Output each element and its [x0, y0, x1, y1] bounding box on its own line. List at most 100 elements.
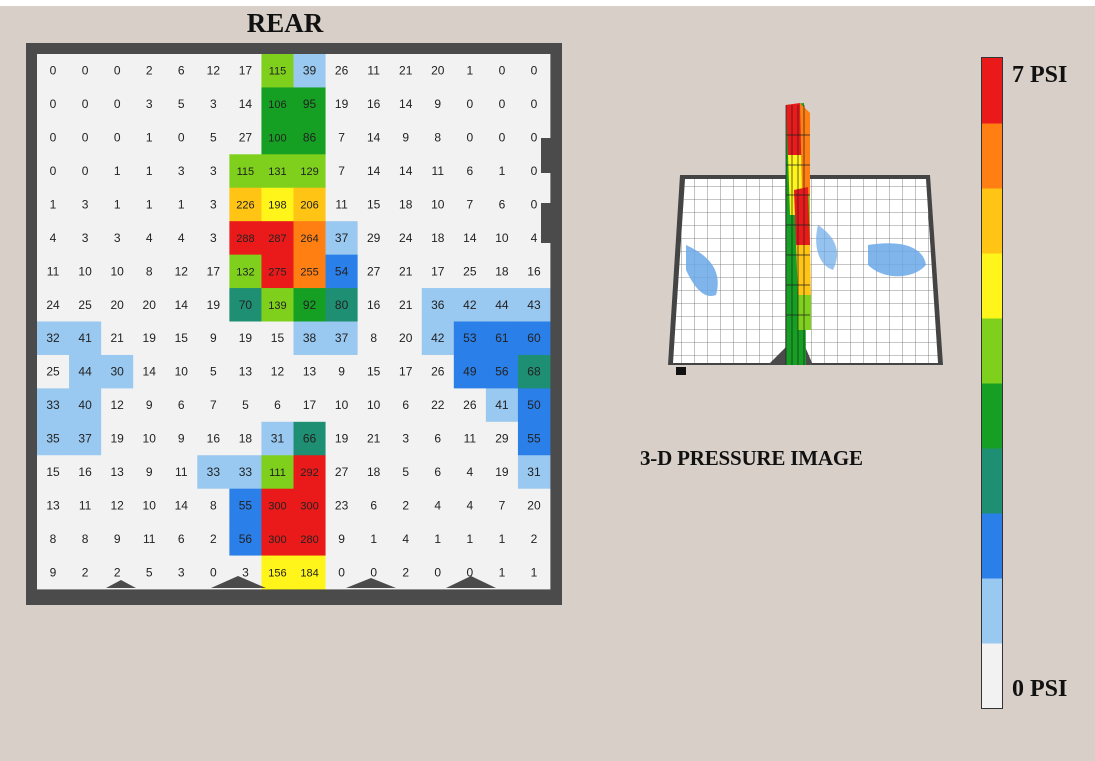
heatmap-cell	[421, 321, 455, 356]
heatmap-cell-value: 129	[300, 166, 318, 178]
heatmap-cell-value: 37	[335, 331, 349, 345]
heatmap-cell	[453, 254, 487, 289]
heatmap-cell	[485, 288, 519, 322]
heatmap-cell-value: 20	[431, 64, 445, 78]
heatmap-cell-value: 5	[146, 565, 153, 579]
heatmap-cell-value: 9	[114, 532, 121, 546]
heatmap-cell-value: 0	[466, 565, 473, 579]
heatmap-cell-value: 6	[466, 164, 473, 178]
heatmap-cell-value: 115	[237, 166, 255, 178]
heatmap-cell-value: 19	[495, 465, 509, 479]
heatmap-cell	[293, 455, 326, 490]
heatmap-cell-value: 12	[175, 264, 189, 278]
heatmap-cell-value: 9	[146, 465, 153, 479]
heatmap-cell-value: 1	[466, 532, 473, 546]
heatmap-cell-value: 7	[499, 498, 506, 512]
heatmap-cell-value: 4	[50, 231, 57, 245]
heatmap-cell	[421, 154, 455, 189]
heatmap-cell-value: 9	[402, 131, 409, 145]
heatmap-cell	[325, 455, 359, 490]
heatmap-cell	[453, 421, 487, 456]
heatmap-cell	[69, 120, 102, 155]
heatmap-cell	[453, 455, 487, 490]
heatmap-cell	[69, 421, 102, 456]
heatmap-cell-value: 1	[146, 164, 153, 178]
heatmap-cell-value: 14	[175, 498, 189, 512]
heatmap-cell-value: 0	[50, 64, 57, 78]
heatmap-cell	[69, 354, 102, 389]
heatmap-cell-value: 0	[210, 565, 217, 579]
heatmap-cell-value: 11	[432, 164, 445, 178]
heatmap-cell	[101, 154, 134, 189]
heatmap-cell	[69, 388, 102, 423]
heatmap-cell-value: 300	[268, 534, 286, 546]
heatmap-cell	[101, 421, 134, 456]
heatmap-cell-value: 56	[239, 532, 253, 546]
heatmap-cell	[453, 120, 487, 155]
heatmap-cell-value: 15	[271, 331, 285, 345]
heatmap-cell	[69, 154, 102, 189]
heatmap-cell-value: 24	[46, 298, 60, 312]
heatmap-cell	[133, 54, 166, 88]
sensor-connector	[106, 580, 136, 588]
heatmap-cell-value: 21	[367, 432, 381, 446]
heatmap-cell-value: 61	[495, 331, 509, 345]
heatmap-cell	[325, 87, 359, 122]
heatmap-cell	[453, 154, 487, 189]
heatmap-cell	[101, 388, 134, 423]
heatmap-cell	[293, 388, 326, 423]
heatmap-cell	[453, 354, 487, 389]
heatmap-cell	[389, 522, 423, 556]
heatmap-cell-value: 206	[300, 199, 318, 211]
heatmap-cell	[421, 54, 455, 88]
heatmap-cell-value: 14	[239, 97, 253, 111]
heatmap-cell	[325, 254, 359, 289]
heatmap-cell-value: 40	[78, 398, 92, 412]
heatmap-cell-value: 2	[531, 532, 538, 546]
heatmap-cell	[101, 254, 134, 289]
heatmap-cell	[261, 455, 294, 490]
heatmap-cell	[357, 421, 391, 456]
heatmap-cell-value: 18	[367, 465, 381, 479]
heatmap-cell	[485, 555, 519, 590]
heatmap-cell	[261, 555, 294, 590]
heatmap-cell-value: 9	[434, 97, 441, 111]
heatmap-cell	[325, 421, 359, 456]
heatmap-cell-value: 0	[531, 197, 538, 211]
heatmap-cell-value: 0	[82, 64, 89, 78]
heatmap-cell	[485, 421, 519, 456]
heatmap-cell-value: 33	[239, 465, 253, 479]
heatmap-cell	[133, 522, 166, 556]
heatmap-cell	[357, 54, 391, 88]
heatmap-cell	[229, 321, 262, 356]
heatmap-cell	[357, 455, 391, 490]
heatmap-cell	[69, 54, 102, 88]
heatmap-cell-value: 0	[82, 164, 89, 178]
heatmap-cell-value: 15	[367, 197, 381, 211]
heatmap-cell	[517, 254, 551, 289]
heatmap-cell	[165, 321, 198, 356]
heatmap-cell-value: 1	[499, 565, 506, 579]
scale-band	[982, 643, 1002, 709]
heatmap-cell	[37, 522, 70, 556]
heatmap-cell-value: 27	[367, 264, 381, 278]
heatmap-cell-value: 1	[370, 532, 377, 546]
heatmap-cell	[229, 488, 262, 523]
heatmap-cell	[229, 221, 262, 256]
heatmap-cell-value: 12	[207, 64, 221, 78]
heatmap-cell	[229, 187, 262, 222]
heatmap-cell-value: 7	[338, 131, 345, 145]
heatmap-cell	[261, 221, 294, 256]
heatmap-cell-value: 0	[531, 97, 538, 111]
heatmap-cell-value: 20	[527, 498, 541, 512]
heatmap-cell-value: 4	[146, 231, 153, 245]
pressure-map-frame: 0 0 0 2 6 12 17 115 39 26 11 21 20 1 0 0 0 0 0 3 5 3 14 106 95 19…	[26, 43, 562, 605]
heatmap-cell-value: 29	[367, 231, 381, 245]
heatmap-cell-value: 0	[499, 131, 506, 145]
heatmap-cell	[357, 87, 391, 122]
heatmap-cell	[261, 54, 294, 88]
heatmap-cell-value: 6	[178, 532, 185, 546]
heatmap-cell-value: 280	[300, 534, 318, 546]
heatmap-cell-value: 17	[431, 264, 445, 278]
heatmap-cell-value: 4	[402, 532, 409, 546]
